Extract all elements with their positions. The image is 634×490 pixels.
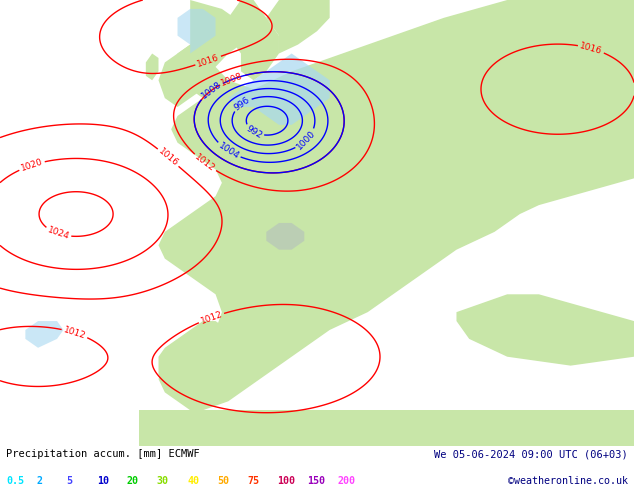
Text: 0.5: 0.5	[6, 476, 24, 486]
Text: We 05-06-2024 09:00 UTC (06+03): We 05-06-2024 09:00 UTC (06+03)	[434, 449, 628, 460]
Polygon shape	[158, 45, 209, 107]
Text: 1016: 1016	[579, 41, 604, 56]
Text: 100: 100	[277, 476, 295, 486]
Polygon shape	[228, 0, 279, 80]
Text: 1016: 1016	[157, 147, 180, 169]
Text: 1004: 1004	[217, 141, 241, 161]
Text: 75: 75	[247, 476, 259, 486]
Text: 1012: 1012	[199, 310, 224, 326]
Polygon shape	[178, 9, 216, 53]
Text: ©weatheronline.co.uk: ©weatheronline.co.uk	[508, 476, 628, 486]
Polygon shape	[158, 0, 634, 410]
Text: Precipitation accum. [mm] ECMWF: Precipitation accum. [mm] ECMWF	[6, 449, 200, 460]
Polygon shape	[456, 294, 634, 366]
Text: 50: 50	[217, 476, 229, 486]
Text: 40: 40	[187, 476, 199, 486]
Polygon shape	[158, 321, 241, 401]
Text: 2: 2	[36, 476, 42, 486]
Text: 1016: 1016	[196, 53, 221, 69]
Text: 10: 10	[96, 476, 108, 486]
Text: 5: 5	[67, 476, 72, 486]
Text: 1012: 1012	[62, 325, 87, 341]
Text: 1008: 1008	[200, 80, 223, 101]
Polygon shape	[228, 53, 330, 125]
Polygon shape	[146, 53, 158, 80]
Text: 1024: 1024	[46, 225, 70, 242]
Text: 20: 20	[127, 476, 139, 486]
Text: 1000: 1000	[295, 128, 318, 151]
Text: 30: 30	[157, 476, 169, 486]
Polygon shape	[25, 321, 63, 348]
Text: 1008: 1008	[220, 71, 245, 88]
Polygon shape	[266, 0, 330, 53]
Text: 1020: 1020	[20, 157, 44, 173]
Text: 992: 992	[245, 123, 264, 140]
Polygon shape	[139, 410, 634, 446]
Text: 996: 996	[233, 95, 252, 113]
Text: 200: 200	[337, 476, 356, 486]
Polygon shape	[266, 223, 304, 250]
Text: 1012: 1012	[193, 152, 217, 173]
Text: 150: 150	[307, 476, 325, 486]
